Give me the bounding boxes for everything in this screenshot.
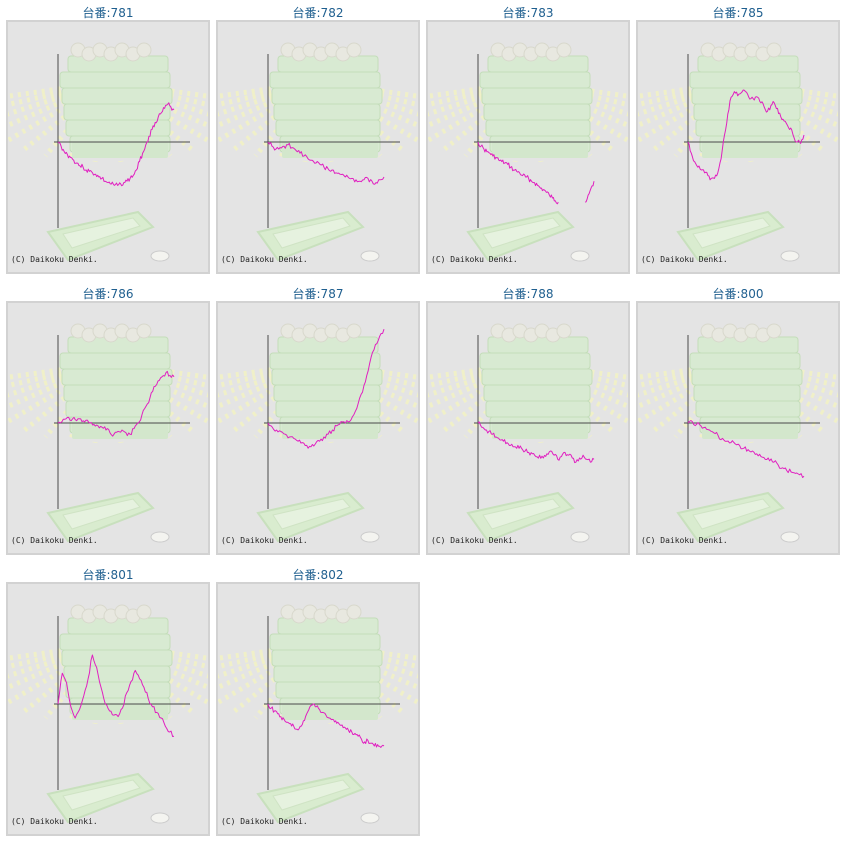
graph-frame[interactable]: (C) Daikoku Denki. [6, 301, 210, 555]
slot-machine-background-illustration [218, 42, 418, 262]
slot-machine-background-illustration [218, 323, 418, 543]
payout-graph: (C) Daikoku Denki. [638, 42, 838, 264]
graph-card: 台番:787 (C) Daikoku Denki. [216, 281, 420, 555]
graph-card: 台番:781 (C) Daikoku Denki. [6, 0, 210, 274]
graph-card: 台番:801 (C) Daikoku Denki. [6, 562, 210, 836]
copyright-text: (C) Daikoku Denki. [11, 255, 98, 264]
copyright-text: (C) Daikoku Denki. [641, 536, 728, 545]
slot-machine-background-illustration [8, 42, 208, 262]
machine-number-link[interactable]: 台番:801 [82, 568, 134, 582]
machine-number-link[interactable]: 台番:802 [292, 568, 344, 582]
graph-card: 台番:783 (C) Daikoku Denki. [426, 0, 630, 274]
graph-frame[interactable]: (C) Daikoku Denki. [636, 301, 840, 555]
graph-frame[interactable]: (C) Daikoku Denki. [216, 20, 420, 274]
payout-series-line [477, 421, 595, 464]
machine-number-link[interactable]: 台番:785 [712, 6, 764, 20]
payout-series-line [477, 141, 595, 205]
slot-machine-background-illustration [8, 323, 208, 543]
copyright-text: (C) Daikoku Denki. [641, 255, 728, 264]
graph-card: 台番:802 (C) Daikoku Denki. [216, 562, 420, 836]
copyright-text: (C) Daikoku Denki. [11, 536, 98, 545]
payout-series-line [57, 654, 175, 737]
copyright-text: (C) Daikoku Denki. [221, 817, 308, 826]
graph-card: 台番:785 (C) Daikoku Denki. [636, 0, 840, 274]
copyright-text: (C) Daikoku Denki. [431, 536, 518, 545]
payout-graph: (C) Daikoku Denki. [8, 42, 208, 264]
slot-machine-background-illustration [428, 323, 628, 543]
payout-graph: (C) Daikoku Denki. [638, 323, 838, 545]
graph-frame[interactable]: (C) Daikoku Denki. [426, 301, 630, 555]
graph-frame[interactable]: (C) Daikoku Denki. [6, 582, 210, 836]
copyright-text: (C) Daikoku Denki. [431, 255, 518, 264]
graph-card: 台番:782 (C) Daikoku Denki. [216, 0, 420, 274]
graph-frame[interactable]: (C) Daikoku Denki. [426, 20, 630, 274]
payout-series-line [57, 102, 175, 187]
payout-series-line [267, 141, 385, 185]
payout-series-line [687, 89, 805, 181]
slot-machine-background-illustration [638, 323, 838, 543]
machine-number-link[interactable]: 台番:786 [82, 287, 134, 301]
slot-machine-background-illustration [638, 42, 838, 262]
graph-frame[interactable]: (C) Daikoku Denki. [216, 301, 420, 555]
graph-card: 台番:800 (C) Daikoku Denki. [636, 281, 840, 555]
machine-number-link[interactable]: 台番:787 [292, 287, 344, 301]
payout-graph: (C) Daikoku Denki. [218, 42, 418, 264]
graph-frame[interactable]: (C) Daikoku Denki. [216, 582, 420, 836]
payout-series-line [267, 329, 385, 449]
payout-series-line [687, 420, 805, 478]
payout-series-line [267, 703, 385, 748]
machine-number-link[interactable]: 台番:782 [292, 6, 344, 20]
slot-machine-background-illustration [428, 42, 628, 262]
payout-graph: (C) Daikoku Denki. [8, 323, 208, 545]
copyright-text: (C) Daikoku Denki. [221, 536, 308, 545]
payout-graph: (C) Daikoku Denki. [8, 604, 208, 826]
graph-card: 台番:788 (C) Daikoku Denki. [426, 281, 630, 555]
payout-series-line [57, 370, 175, 437]
payout-graph: (C) Daikoku Denki. [218, 323, 418, 545]
slot-machine-background-illustration [8, 604, 208, 824]
machine-number-link[interactable]: 台番:800 [712, 287, 764, 301]
graph-frame[interactable]: (C) Daikoku Denki. [636, 20, 840, 274]
graph-frame[interactable]: (C) Daikoku Denki. [6, 20, 210, 274]
payout-graph: (C) Daikoku Denki. [218, 604, 418, 826]
copyright-text: (C) Daikoku Denki. [11, 817, 98, 826]
machine-number-link[interactable]: 台番:783 [502, 6, 554, 20]
machine-number-link[interactable]: 台番:781 [82, 6, 134, 20]
copyright-text: (C) Daikoku Denki. [221, 255, 308, 264]
graph-card: 台番:786 (C) Daikoku Denki. [6, 281, 210, 555]
payout-graph: (C) Daikoku Denki. [428, 323, 628, 545]
machine-number-link[interactable]: 台番:788 [502, 287, 554, 301]
payout-graph: (C) Daikoku Denki. [428, 42, 628, 264]
slot-machine-background-illustration [218, 604, 418, 824]
